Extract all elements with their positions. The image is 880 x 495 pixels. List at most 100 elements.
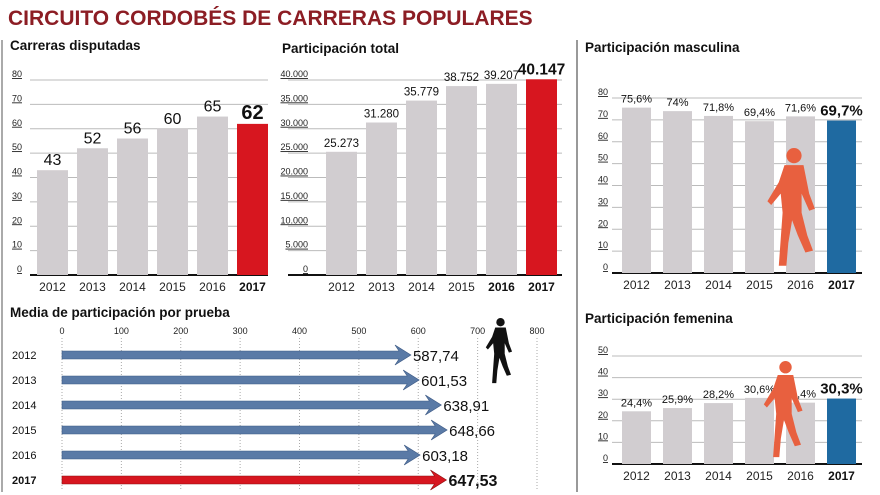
bar-2015 (446, 86, 477, 275)
bar-2016 (486, 83, 517, 275)
y-tick-label: 2013 (12, 375, 36, 387)
x-tick-label: 2013 (664, 469, 691, 483)
data-label: 648,66 (449, 423, 495, 440)
x-tick-label: 2015 (746, 469, 773, 483)
runner-black-icon (485, 318, 513, 384)
x-tick-label: 2012 (39, 280, 66, 294)
y-tick-label: 0 (17, 264, 22, 274)
y-tick-label: 80 (598, 87, 608, 97)
y-tick-label: 2015 (12, 425, 36, 437)
data-label: 35.779 (404, 87, 439, 99)
data-label: 25.273 (324, 138, 359, 150)
x-tick-label: 2016 (787, 278, 814, 292)
y-tick-label: 2016 (12, 450, 36, 462)
arrow-2014 (61, 394, 442, 416)
x-tick-label: 2013 (79, 280, 106, 294)
x-tick-label: 400 (292, 326, 307, 336)
data-label: 69,4% (744, 107, 775, 119)
y-tick-label: 20 (12, 215, 22, 225)
x-tick-label: 2016 (787, 469, 814, 483)
data-label: 647,53 (448, 473, 497, 490)
x-tick-label: 200 (173, 326, 188, 336)
y-tick-label: 60 (598, 131, 608, 141)
bar-2012 (622, 411, 651, 464)
y-tick-label: 5.000 (285, 240, 308, 250)
x-tick-label: 2017 (239, 280, 266, 294)
y-tick-label: 60 (12, 118, 22, 128)
y-tick-label: 2014 (12, 400, 36, 412)
x-tick-label: 2016 (199, 280, 226, 294)
bar-2013 (366, 122, 397, 275)
bar-2012 (622, 107, 651, 273)
runner-female-icon (763, 361, 803, 458)
y-tick-label: 25.000 (280, 142, 308, 152)
y-tick-label: 40.000 (280, 69, 308, 79)
y-tick-label: 80 (12, 69, 22, 79)
x-tick-label: 2012 (623, 278, 650, 292)
bar-2014 (117, 138, 148, 275)
y-tick-label: 70 (598, 109, 608, 119)
data-label: 74% (666, 97, 688, 109)
x-tick-label: 2013 (664, 278, 691, 292)
x-tick-label: 2014 (408, 280, 435, 294)
x-tick-label: 2015 (746, 278, 773, 292)
y-tick-label: 10 (598, 240, 608, 250)
bar-2014 (704, 115, 733, 273)
chart-title-masculina: Participación masculina (585, 40, 740, 55)
data-label: 60 (164, 111, 182, 128)
bar-2017 (827, 120, 856, 273)
y-tick-label: 30 (598, 196, 608, 206)
bar-2012 (37, 170, 68, 275)
x-tick-label: 300 (233, 326, 248, 336)
y-tick-label: 50 (12, 142, 22, 152)
data-label: 43 (44, 152, 62, 169)
data-label: 71,8% (703, 102, 734, 114)
data-label: 603,18 (422, 448, 468, 465)
x-tick-label: 2012 (328, 280, 355, 294)
data-label: 38.752 (444, 72, 479, 84)
x-tick-label: 2017 (528, 280, 555, 294)
arrow-2016 (61, 444, 421, 466)
y-tick-label: 30.000 (280, 118, 308, 128)
data-label: 30,3% (820, 381, 863, 398)
bar-2013 (663, 408, 692, 464)
x-tick-label: 2014 (705, 469, 732, 483)
data-label: 25,9% (662, 394, 693, 406)
y-tick-label: 40 (12, 167, 22, 177)
data-label: 62 (241, 102, 263, 124)
y-tick-label: 35.000 (280, 93, 308, 103)
x-tick-label: 2015 (448, 280, 475, 294)
data-label: 638,91 (443, 398, 489, 415)
data-label: 24,4% (621, 397, 652, 409)
x-tick-label: 0 (59, 326, 64, 336)
data-label: 30,6% (744, 384, 775, 396)
data-label: 28,2% (703, 389, 734, 401)
data-label: 52 (84, 130, 102, 147)
bar-2015 (745, 397, 774, 464)
y-tick-label: 30 (12, 191, 22, 201)
x-tick-label: 100 (114, 326, 129, 336)
bar-2014 (704, 403, 733, 464)
data-label: 69,7% (820, 103, 863, 120)
arrow-2015 (61, 419, 448, 441)
y-tick-label: 50 (598, 345, 608, 355)
runner-male-icon (767, 148, 815, 266)
bar-2017 (237, 123, 268, 275)
y-tick-label: 0 (603, 453, 608, 463)
x-tick-label: 2014 (119, 280, 146, 294)
data-label: 587,74 (413, 348, 459, 365)
bar-2014 (406, 100, 437, 275)
y-tick-label: 0 (603, 262, 608, 272)
x-tick-label: 2016 (488, 280, 515, 294)
chart-title-total: Participación total (282, 41, 399, 56)
y-tick-label: 0 (303, 264, 308, 274)
y-tick-label: 20.000 (280, 167, 308, 177)
data-label: 39.207 (484, 70, 519, 82)
x-tick-label: 700 (470, 326, 485, 336)
y-tick-label: 10 (598, 431, 608, 441)
y-tick-label: 10 (12, 240, 22, 250)
data-label: 71,6% (785, 102, 816, 114)
y-tick-label: 15.000 (280, 191, 308, 201)
data-label: 601,53 (421, 373, 467, 390)
